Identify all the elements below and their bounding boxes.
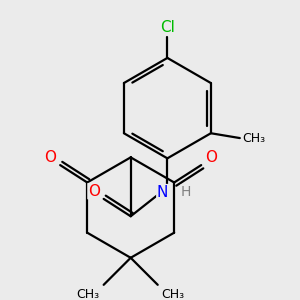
Text: O: O xyxy=(88,184,100,199)
Text: O: O xyxy=(44,150,56,165)
Text: H: H xyxy=(181,185,191,199)
Text: O: O xyxy=(205,150,217,165)
Text: CH₃: CH₃ xyxy=(162,288,185,300)
Text: CH₃: CH₃ xyxy=(76,288,100,300)
Text: CH₃: CH₃ xyxy=(242,132,265,145)
Text: N: N xyxy=(157,184,168,200)
Text: Cl: Cl xyxy=(160,20,175,34)
